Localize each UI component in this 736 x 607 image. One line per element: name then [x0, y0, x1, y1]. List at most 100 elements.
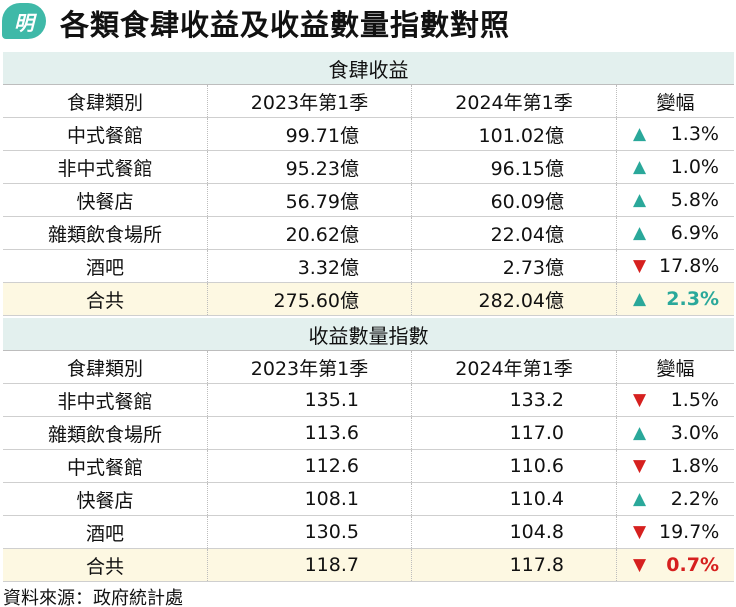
down-triangle-icon: ▼	[633, 522, 647, 542]
change-cell: ▲ 6.9%	[617, 217, 734, 249]
total-row: 合共 275.60億 282.04億 ▲ 2.3%	[3, 283, 734, 316]
up-triangle-icon: ▲	[633, 423, 647, 443]
down-triangle-icon: ▼	[633, 390, 647, 410]
column-header: 2023年第1季	[208, 85, 412, 117]
change-value: 19.7%	[659, 521, 720, 543]
q2023-value: 135.1	[208, 384, 412, 416]
up-triangle-icon: ▲	[633, 223, 647, 243]
change-value: 1.3%	[670, 123, 719, 145]
category-cell: 快餐店	[3, 483, 208, 515]
table-row: 非中式餐館 95.23億 96.15億 ▲ 1.0%	[3, 151, 734, 184]
category-cell: 酒吧	[3, 516, 208, 548]
q2023-value: 112.6	[208, 450, 412, 482]
table-row: 酒吧 130.5 104.8 ▼ 19.7%	[3, 516, 734, 549]
change-value: 3.0%	[670, 422, 719, 444]
section-header: 食肆收益	[3, 52, 734, 85]
change-value: 0.7%	[666, 554, 719, 576]
up-triangle-icon: ▲	[633, 289, 647, 309]
q2024-value: 22.04億	[412, 217, 617, 249]
q2024-value: 117.0	[412, 417, 617, 449]
section-title: 食肆收益	[328, 57, 409, 82]
change-cell: ▼ 17.8%	[617, 250, 734, 282]
change-value: 2.3%	[666, 288, 719, 310]
q2023-value: 108.1	[208, 483, 412, 515]
ming-pao-logo: 明	[2, 3, 46, 39]
change-cell: ▲ 1.0%	[617, 151, 734, 183]
q2023-value: 95.23億	[208, 151, 412, 183]
change-cell: ▲ 1.3%	[617, 118, 734, 150]
logo-text: 明	[14, 10, 34, 35]
category-cell: 中式餐館	[3, 450, 208, 482]
q2024-value: 110.6	[412, 450, 617, 482]
down-triangle-icon: ▼	[633, 256, 647, 276]
q2024-value: 96.15億	[412, 151, 617, 183]
q2023-value: 130.5	[208, 516, 412, 548]
category-cell: 雜類飲食場所	[3, 217, 208, 249]
section-title: 收益數量指數	[308, 323, 429, 348]
change-cell: ▼ 19.7%	[617, 516, 734, 548]
category-cell: 非中式餐館	[3, 151, 208, 183]
column-header: 變幅	[656, 357, 695, 380]
q2023-value: 275.60億	[208, 283, 412, 315]
down-triangle-icon: ▼	[633, 456, 647, 476]
change-cell: ▼ 1.8%	[617, 450, 734, 482]
column-header: 2024年第1季	[412, 351, 617, 383]
up-triangle-icon: ▲	[633, 124, 647, 144]
total-row: 合共 118.7 117.8 ▼ 0.7%	[3, 549, 734, 582]
q2023-value: 118.7	[208, 549, 412, 581]
page-title: 各類食肆收益及收益數量指數對照	[60, 8, 511, 42]
q2024-value: 117.8	[412, 549, 617, 581]
category-cell: 合共	[3, 549, 208, 581]
category-cell: 雜類飲食場所	[3, 417, 208, 449]
q2023-value: 3.32億	[208, 250, 412, 282]
source-note: 資料來源：政府統計處	[3, 588, 183, 607]
category-cell: 中式餐館	[3, 118, 208, 150]
table-row: 酒吧 3.32億 2.73億 ▼ 17.8%	[3, 250, 734, 283]
q2024-value: 133.2	[412, 384, 617, 416]
table-row: 快餐店 108.1 110.4 ▲ 2.2%	[3, 483, 734, 516]
change-cell: ▼ 0.7%	[617, 549, 734, 581]
column-header: 2024年第1季	[412, 85, 617, 117]
column-header-row: 食肆類別 2023年第1季 2024年第1季 變幅	[3, 85, 734, 118]
change-value: 5.8%	[670, 189, 719, 211]
column-header: 食肆類別	[3, 351, 208, 383]
category-cell: 合共	[3, 283, 208, 315]
table-row: 雜類飲食場所 113.6 117.0 ▲ 3.0%	[3, 417, 734, 450]
header: 明 各類食肆收益及收益數量指數對照	[0, 0, 736, 44]
change-value: 6.9%	[670, 222, 719, 244]
table-row: 快餐店 56.79億 60.09億 ▲ 5.8%	[3, 184, 734, 217]
change-cell: ▼ 1.5%	[617, 384, 734, 416]
change-cell: ▲ 5.8%	[617, 184, 734, 216]
up-triangle-icon: ▲	[633, 190, 647, 210]
table-row: 非中式餐館 135.1 133.2 ▼ 1.5%	[3, 384, 734, 417]
q2023-value: 113.6	[208, 417, 412, 449]
q2023-value: 99.71億	[208, 118, 412, 150]
table-row: 中式餐館 112.6 110.6 ▼ 1.8%	[3, 450, 734, 483]
change-cell: ▲ 3.0%	[617, 417, 734, 449]
column-header: 2023年第1季	[208, 351, 412, 383]
change-value: 1.0%	[670, 156, 719, 178]
q2023-value: 56.79億	[208, 184, 412, 216]
q2024-value: 282.04億	[412, 283, 617, 315]
category-cell: 快餐店	[3, 184, 208, 216]
category-cell: 酒吧	[3, 250, 208, 282]
q2024-value: 101.02億	[412, 118, 617, 150]
table-row: 中式餐館 99.71億 101.02億 ▲ 1.3%	[3, 118, 734, 151]
change-value: 2.2%	[670, 488, 719, 510]
change-value: 17.8%	[659, 255, 720, 277]
down-triangle-icon: ▼	[633, 555, 647, 575]
column-header: 變幅	[656, 91, 695, 114]
change-value: 1.8%	[670, 455, 719, 477]
q2024-value: 2.73億	[412, 250, 617, 282]
section-header: 收益數量指數	[3, 318, 734, 351]
column-header-row: 食肆類別 2023年第1季 2024年第1季 變幅	[3, 351, 734, 384]
category-cell: 非中式餐館	[3, 384, 208, 416]
q2024-value: 60.09億	[412, 184, 617, 216]
up-triangle-icon: ▲	[633, 489, 647, 509]
q2023-value: 20.62億	[208, 217, 412, 249]
table-row: 雜類飲食場所 20.62億 22.04億 ▲ 6.9%	[3, 217, 734, 250]
change-cell: ▲ 2.2%	[617, 483, 734, 515]
change-cell: ▲ 2.3%	[617, 283, 734, 315]
change-value: 1.5%	[670, 389, 719, 411]
q2024-value: 104.8	[412, 516, 617, 548]
